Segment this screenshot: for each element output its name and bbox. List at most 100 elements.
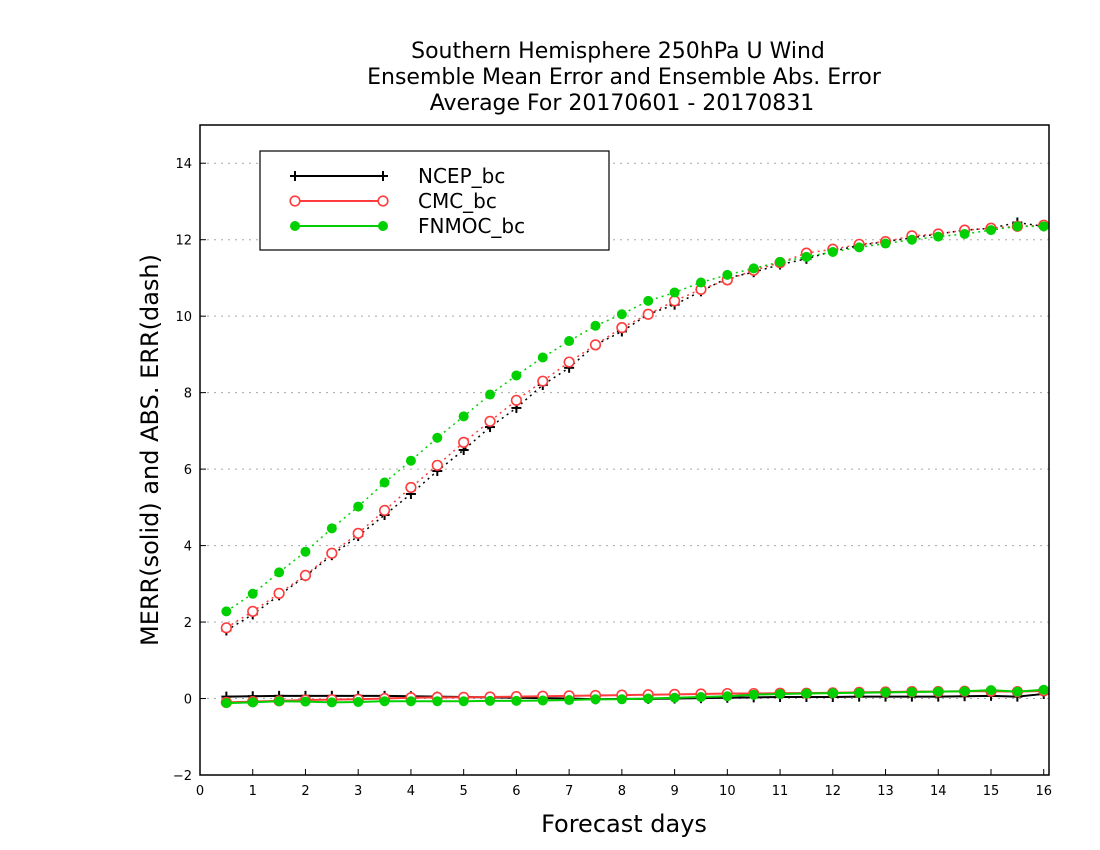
merr-point <box>564 695 575 706</box>
merr-point <box>985 685 996 696</box>
merr-point <box>379 696 390 707</box>
merr-point <box>827 688 838 699</box>
merr-point <box>1038 684 1049 695</box>
y-tick-label: 2 <box>184 616 192 631</box>
abs-err-point <box>300 546 311 557</box>
abs-err-point <box>353 501 364 512</box>
abs-err-point <box>722 269 733 280</box>
merr-point <box>695 692 706 702</box>
plot-frame <box>199 124 1050 776</box>
abs-err-point <box>484 415 496 427</box>
abs-err-point <box>563 356 575 368</box>
abs-err-point <box>510 394 522 406</box>
y-tick-label: 10 <box>175 310 192 325</box>
y-axis-label: MERR(solid) and ABS. ERR(dash) <box>136 254 164 646</box>
merr-point <box>1012 686 1023 697</box>
x-tick-label: 12 <box>825 784 842 799</box>
abs-err-point <box>589 339 602 351</box>
y-tick-label: 0 <box>184 693 192 708</box>
abs-err-point <box>668 295 681 307</box>
title-line-1: Southern Hemisphere 250hPa U Wind <box>411 39 825 64</box>
x-tick-label: 3 <box>354 784 362 799</box>
x-tick-label: 11 <box>772 784 789 799</box>
y-tick-label: 12 <box>175 234 192 249</box>
abs-err-point <box>642 308 654 320</box>
abs-err-point <box>669 287 680 298</box>
y-tick-label: −2 <box>173 769 192 784</box>
legend-marker <box>290 171 300 181</box>
plot-series <box>220 217 1050 709</box>
merr-point <box>748 689 759 700</box>
abs-err-point <box>299 569 312 582</box>
abs-err-point <box>273 587 285 599</box>
abs-err-point <box>933 231 944 242</box>
x-tick-label: 16 <box>1035 784 1052 799</box>
abs-err-point <box>537 375 549 387</box>
x-tick-label: 14 <box>930 784 947 799</box>
abs-err-point <box>748 263 759 274</box>
legend-label: NCEP_bc <box>418 164 505 188</box>
abs-err-point <box>906 234 917 245</box>
abs-err-point <box>1038 221 1049 232</box>
abs-err-point <box>247 588 258 599</box>
legend-label: FNMOC_bc <box>418 214 525 238</box>
abs-err-point <box>695 277 706 288</box>
x-tick-label: 0 <box>196 784 204 799</box>
x-tick-label: 1 <box>249 784 257 799</box>
merr-point <box>274 696 285 707</box>
merr-point <box>432 696 443 707</box>
merr-point <box>326 697 337 708</box>
abs-err-point <box>616 322 628 334</box>
merr-point <box>616 694 627 705</box>
abs-err-line <box>225 225 1044 612</box>
abs-err-point <box>405 481 417 494</box>
abs-err-point <box>352 527 364 539</box>
legend-marker <box>290 221 300 231</box>
series-ncep-bc <box>221 217 1049 705</box>
merr-point <box>590 694 601 705</box>
merr-point <box>959 686 970 697</box>
abs-err-point <box>405 455 416 466</box>
merr-point <box>933 686 944 697</box>
y-tick-label: 14 <box>175 157 192 172</box>
abs-err-point <box>880 238 891 249</box>
abs-err-point <box>564 336 575 347</box>
series-cmc-bc <box>220 219 1050 708</box>
abs-err-point <box>432 432 443 443</box>
abs-err-point <box>379 477 390 488</box>
abs-err-point <box>590 320 601 331</box>
merr-point <box>353 696 364 707</box>
abs-err-point <box>378 504 391 517</box>
y-tick-label: 8 <box>184 387 192 402</box>
legend-marker <box>289 195 301 207</box>
legend-item-fnmoc-bc: FNMOC_bc <box>290 214 525 238</box>
abs-err-line <box>225 224 1044 629</box>
abs-err-point <box>643 295 654 306</box>
merr-point <box>458 696 469 707</box>
abs-err-point <box>221 606 232 617</box>
abs-err-point <box>801 251 812 262</box>
merr-point <box>801 688 812 699</box>
y-tick-label: 6 <box>184 463 192 478</box>
abs-err-point <box>1012 221 1023 232</box>
x-tick-label: 15 <box>983 784 1000 799</box>
abs-err-point <box>827 246 838 257</box>
x-tick-label: 4 <box>407 784 415 799</box>
legend-label: CMC_bc <box>418 189 497 213</box>
merr-point <box>775 688 786 699</box>
legend-marker <box>378 221 388 231</box>
abs-err-point <box>616 309 627 320</box>
x-tick-label: 9 <box>670 784 678 799</box>
x-tick-label: 6 <box>512 784 520 799</box>
series-fnmoc-bc <box>221 221 1049 709</box>
abs-err-point <box>326 523 337 534</box>
x-axis-label: Forecast days <box>541 810 707 838</box>
merr-point <box>537 695 548 706</box>
merr-point <box>906 687 917 698</box>
abs-err-point <box>247 605 259 617</box>
merr-point <box>405 696 416 707</box>
abs-err-point <box>220 622 232 634</box>
merr-point <box>247 697 258 708</box>
